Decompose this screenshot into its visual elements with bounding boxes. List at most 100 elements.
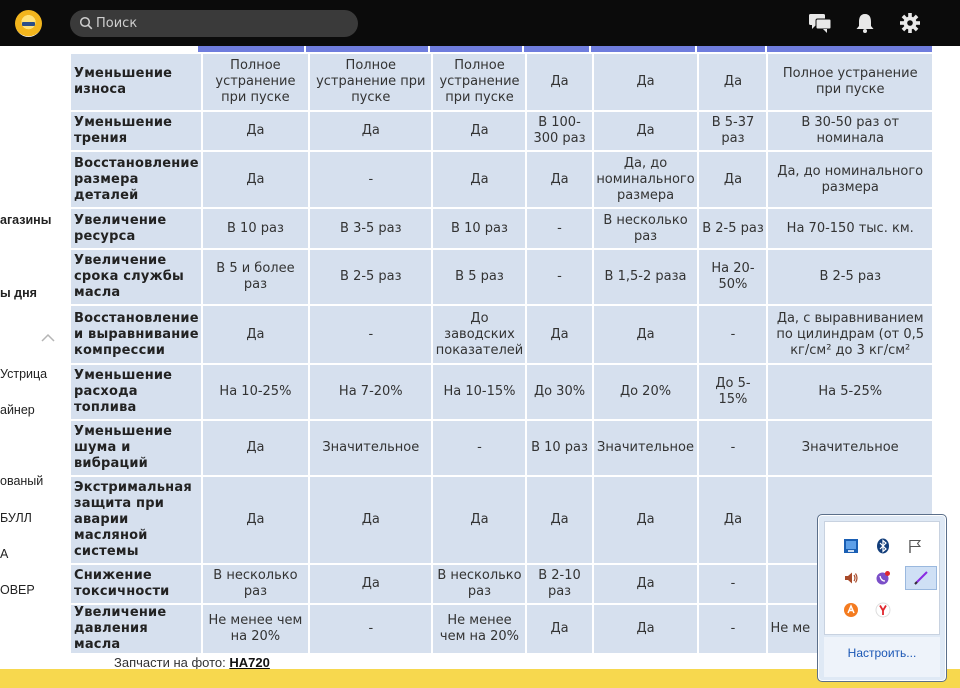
caption-prefix: Запчасти на фото: — [114, 655, 226, 670]
table-cell: В 30-50 раз от номинала — [768, 112, 932, 150]
sidebar-item-5[interactable]: А — [0, 547, 9, 561]
photo-caption: Запчасти на фото: HA720 — [114, 655, 270, 670]
table-cell: В 2-5 раз — [310, 250, 432, 304]
table-header-cell — [306, 46, 428, 52]
table-row: Снижение токсичности В несколько раз Да В н… — [71, 565, 932, 603]
table-cell: Полное устранение при пуске — [768, 54, 932, 110]
gear-icon[interactable] — [898, 12, 922, 34]
table-cell: В 3-5 раз — [310, 209, 432, 248]
table-cell: На 20-50% — [699, 250, 767, 304]
table-cell: - — [527, 209, 592, 248]
table-cell: Значительное — [310, 421, 432, 475]
table-cell: До 5-15% — [699, 365, 767, 419]
table-row: Уменьшение шума и вибраций Да Значительное… — [71, 421, 932, 475]
table-cell: Да — [593, 605, 698, 653]
sidebar-item-6[interactable]: ОВЕР — [0, 583, 35, 597]
site-logo[interactable] — [15, 10, 42, 37]
row-header: Уменьшение трения — [71, 112, 201, 150]
table-cell: В 5 раз — [433, 250, 526, 304]
table-cell: В 2-5 раз — [699, 209, 767, 248]
comparison-table: Уменьшение износа Полное устранение при п… — [69, 52, 934, 655]
table-cell: В несколько раз — [433, 565, 526, 603]
table-cell: - — [699, 605, 767, 653]
table-cell: Да — [527, 306, 592, 363]
table-row: Увеличение давления масла Не менее чем на… — [71, 605, 932, 653]
bell-icon[interactable] — [853, 12, 877, 34]
table-cell: Полное устранение при пуске — [433, 54, 526, 110]
table-cell: На 10-15% — [433, 365, 526, 419]
table-cell: В 1,5-2 раза — [593, 250, 698, 304]
table-cell: Да — [310, 565, 432, 603]
table-cell: Да — [593, 54, 698, 110]
table-header-cell — [198, 46, 304, 52]
chevron-up-icon[interactable] — [41, 333, 55, 343]
table-cell: - — [699, 421, 767, 475]
row-header: Восстановление и выравнивание компрессии — [71, 306, 201, 363]
table-row: Уменьшение износа Полное устранение при п… — [71, 54, 932, 110]
chat-icon[interactable] — [808, 12, 832, 34]
avast-icon[interactable] — [841, 600, 861, 620]
bottom-bar — [0, 669, 960, 688]
table-cell: Да — [310, 112, 432, 150]
row-header: Снижение токсичности — [71, 565, 201, 603]
table-cell: На 7-20% — [310, 365, 432, 419]
table-cell: Да — [527, 54, 592, 110]
sidebar-item-4[interactable]: БУЛЛ — [0, 511, 32, 525]
table-cell: Да — [202, 306, 309, 363]
table-row: Экстримальная защита при аварии масляной… — [71, 477, 932, 563]
tray-footer: Настроить... — [824, 637, 940, 677]
table-cell: Да — [433, 477, 526, 563]
table-cell: Да, до номинального размера — [768, 152, 932, 207]
viber-icon[interactable] — [873, 568, 893, 588]
row-header: Экстримальная защита при аварии масляной… — [71, 477, 201, 563]
table-cell: Да — [593, 112, 698, 150]
table-row: Уменьшение трения Да Да Да В 100-300 раз Да В … — [71, 112, 932, 150]
bluetooth-icon[interactable] — [873, 536, 893, 556]
sidebar-item-2[interactable]: айнер — [0, 403, 35, 417]
flag-icon[interactable] — [905, 536, 925, 556]
volume-icon[interactable] — [841, 568, 861, 588]
search-input[interactable] — [96, 10, 346, 37]
customize-link[interactable]: Настроить... — [847, 646, 917, 660]
sidebar-item-1[interactable]: Устрица — [0, 367, 48, 381]
row-header: Увеличение ресурса — [71, 209, 201, 248]
table-cell: До 30% — [527, 365, 592, 419]
table-cell: Да — [202, 477, 309, 563]
table-header-cell — [697, 46, 765, 52]
table-cell: Да — [593, 477, 698, 563]
network-icon[interactable] — [841, 536, 861, 556]
table-cell: - — [699, 306, 767, 363]
table-cell: Полное устранение при пуске — [310, 54, 432, 110]
table-cell: В 2-5 раз — [768, 250, 932, 304]
table-row: Увеличение срока службы масла В 5 и более… — [71, 250, 932, 304]
table-cell: Да, до номинального размера — [593, 152, 698, 207]
search-box[interactable] — [70, 10, 358, 37]
table-cell: В несколько раз — [593, 209, 698, 248]
row-header: Уменьшение расхода топлива — [71, 365, 201, 419]
table-cell: В 10 раз — [527, 421, 592, 475]
table-cell: В 5-37 раз — [699, 112, 767, 150]
table-cell: Да — [593, 565, 698, 603]
table-header-cell — [430, 46, 522, 52]
caption-link[interactable]: HA720 — [229, 655, 270, 670]
table-cell: Да — [202, 421, 309, 475]
table-row: Восстановление размера деталей Да - Да Да Да,… — [71, 152, 932, 207]
table-cell: - — [310, 605, 432, 653]
tray-icon-area — [824, 521, 940, 635]
table-cell: Да — [699, 477, 767, 563]
table-cell: Да — [527, 477, 592, 563]
sidebar-item-3[interactable]: ованый — [0, 474, 44, 488]
table-cell: В 10 раз — [433, 209, 526, 248]
top-bar — [0, 0, 960, 46]
table-row: Увеличение ресурса В 10 раз В 3-5 раз В 10 … — [71, 209, 932, 248]
search-icon — [79, 16, 93, 30]
table-row: Уменьшение расхода топлива На 10-25% На 7-… — [71, 365, 932, 419]
pen-icon[interactable] — [905, 566, 937, 590]
sidebar-item-stores[interactable]: агазины — [0, 213, 52, 227]
row-header: Уменьшение износа — [71, 54, 201, 110]
table-header-cell — [591, 46, 695, 52]
table-cell: На 5-25% — [768, 365, 932, 419]
sidebar-item-deals[interactable]: ы дня — [0, 286, 37, 300]
table-cell: На 10-25% — [202, 365, 309, 419]
yandex-icon[interactable] — [873, 600, 893, 620]
